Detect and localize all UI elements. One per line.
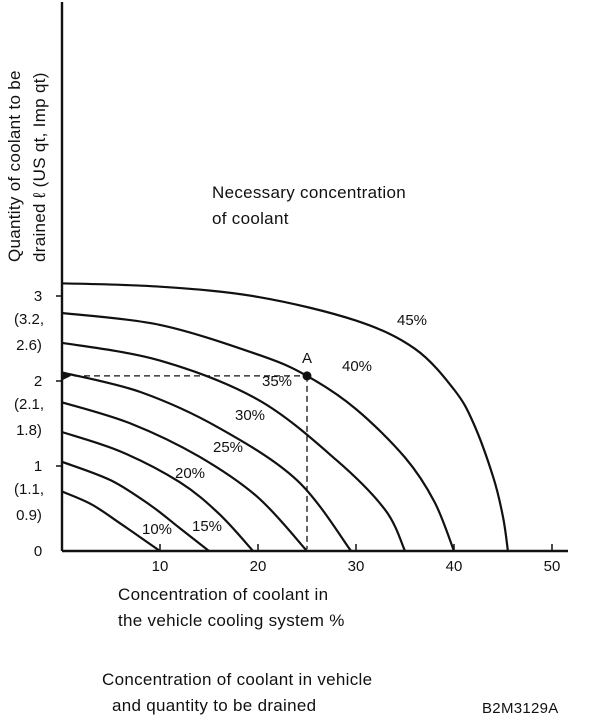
x-tick-label: 50 (544, 558, 561, 575)
curve-label-10pct: 10% (142, 521, 172, 538)
y-axis-label-line-2: drained ℓ (US qt, Imp qt) (30, 72, 49, 262)
curve-label-15pct: 15% (192, 518, 222, 535)
y-tick-sublabel: 2.6) (16, 337, 42, 354)
curve-45pct (61, 282, 509, 552)
y-tick-sublabel: (3.2, (14, 311, 44, 328)
chart-title: Concentration of coolant in vehicle and … (102, 667, 372, 719)
point-a-label: A (302, 350, 312, 367)
x-tick-label: 10 (152, 558, 169, 575)
y-tick-label: 2 (34, 373, 42, 390)
curve-label-20pct: 20% (175, 465, 205, 482)
x-axis-label-line-1: Concentration of coolant in (118, 585, 329, 604)
curve-15pct (61, 460, 210, 552)
curve-label-40pct: 40% (342, 358, 372, 375)
curve-label-30pct: 30% (235, 407, 265, 424)
guide-arrow (63, 371, 71, 380)
figure-code: B2M3129A (482, 700, 559, 717)
x-axis-label: Concentration of coolant in the vehicle … (118, 582, 345, 634)
chart-title-line-1: Concentration of coolant in vehicle (102, 670, 373, 689)
note-line-1: Necessary concentration (212, 183, 406, 202)
y-tick-sublabel: 1.8) (16, 422, 42, 439)
x-axis-label-line-2: the vehicle cooling system % (118, 611, 345, 630)
y-axis-label-line-1: Quantity of coolant to be (5, 70, 24, 262)
y-axis-label: Quantity of coolant to be drained ℓ (US … (5, 70, 49, 262)
curve-label-35pct: 35% (262, 373, 292, 390)
ticks: 10 20 30 40 50 3 (3.2, 2.6) 2 (2.1, 1.8) 1 (1.1, 0.9)… (14, 288, 560, 575)
x-tick-label: 40 (446, 558, 463, 575)
x-tick-label: 30 (348, 558, 365, 575)
y-tick-sublabel: (2.1, (14, 396, 44, 413)
chart-title-line-2: and quantity to be drained (112, 696, 317, 715)
y-tick-sublabel: (1.1, (14, 481, 44, 498)
point-a-marker (302, 371, 312, 381)
curve-25pct (61, 401, 308, 552)
curve-40pct (61, 311, 456, 552)
curve-label-45pct: 45% (397, 312, 427, 329)
curve-30pct (61, 371, 352, 552)
y-tick-label: 3 (34, 288, 42, 305)
curve-35pct (61, 341, 407, 552)
y-tick-label: 0 (34, 543, 42, 560)
y-tick-sublabel: 0.9) (16, 507, 42, 524)
curve-10pct (61, 490, 161, 552)
x-tick-label: 20 (250, 558, 267, 575)
y-tick-label: 1 (34, 458, 42, 475)
curves (61, 282, 509, 552)
note-line-2: of coolant (212, 209, 289, 228)
marks (63, 371, 312, 549)
curve-20pct (61, 430, 254, 552)
necessary-concentration-note: Necessary concentration of coolant (212, 180, 406, 232)
curve-label-25pct: 25% (213, 439, 243, 456)
